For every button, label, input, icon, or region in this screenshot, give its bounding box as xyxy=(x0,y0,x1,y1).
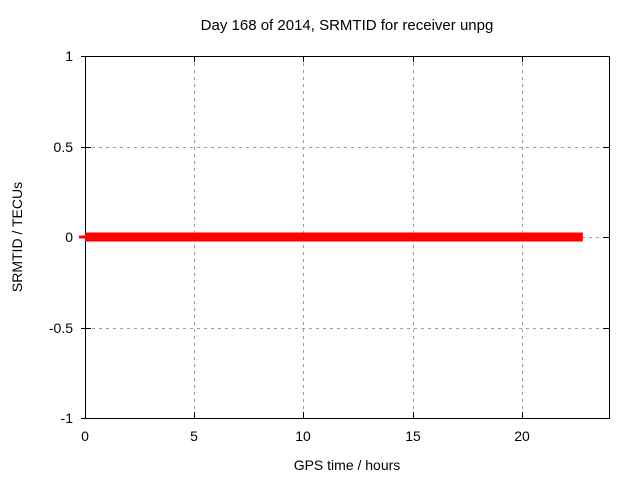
y-tick-label-1: 1 xyxy=(65,48,73,64)
chart-title: Day 168 of 2014, SRMTID for receiver unp… xyxy=(200,17,494,34)
y-tick-label--0.5: -0.5 xyxy=(48,320,73,336)
x-tick-label-15: 15 xyxy=(405,428,421,444)
x-tick-label-0: 0 xyxy=(81,428,89,444)
x-axis-label: GPS time / hours xyxy=(293,457,401,473)
y-tick-label-0: 0 xyxy=(65,229,73,245)
x-tick-label-5: 5 xyxy=(190,428,198,444)
x-tick-label-10: 10 xyxy=(295,428,311,444)
y-tick-label--1: -1 xyxy=(60,410,73,426)
x-tick-label-20: 20 xyxy=(514,428,530,444)
series-start-cap xyxy=(79,235,85,239)
y-tick-label-0.5: 0.5 xyxy=(53,139,73,155)
